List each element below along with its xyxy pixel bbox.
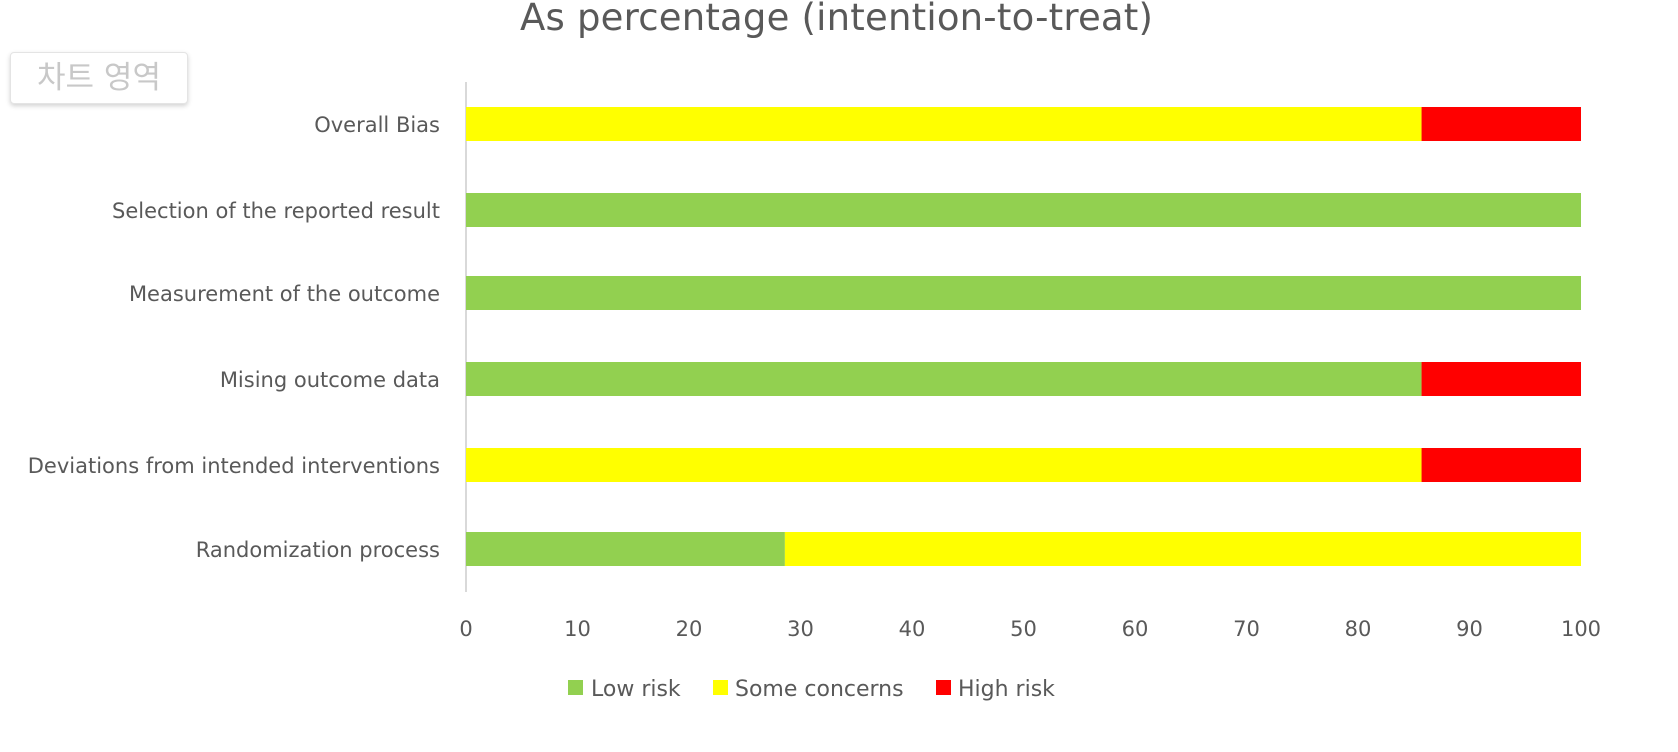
x-tick-label-70: 70 — [1233, 617, 1260, 641]
category-label-randomization-process: Randomization process — [196, 538, 440, 562]
x-tick-label-90: 90 — [1456, 617, 1483, 641]
bar-deviations-from-intended-interventions-high-risk — [1421, 448, 1581, 482]
category-label-mising-outcome-data: Mising outcome data — [220, 368, 440, 392]
legend-label-some-concerns: Some concerns — [735, 677, 904, 702]
bar-selection-of-the-reported-result-low-risk — [466, 193, 1581, 227]
legend-swatch-high-risk — [936, 680, 951, 695]
x-tick-label-30: 30 — [787, 617, 814, 641]
category-label-deviations-from-intended-interventions: Deviations from intended interventions — [28, 454, 440, 478]
x-tick-label-80: 80 — [1345, 617, 1372, 641]
legend-swatch-some-concerns — [713, 680, 728, 695]
bar-measurement-of-the-outcome-low-risk — [466, 276, 1581, 310]
chart-title: As percentage (intention-to-treat) — [520, 0, 1154, 39]
chart-area-tooltip: 차트 영역 — [10, 52, 188, 104]
bar-overall-bias-high-risk — [1421, 107, 1581, 141]
bar-deviations-from-intended-interventions-some-concerns — [466, 448, 1422, 482]
bar-randomization-process-low-risk — [466, 532, 785, 566]
legend-swatch-low-risk — [568, 680, 583, 695]
x-tick-label-40: 40 — [899, 617, 926, 641]
x-tick-label-60: 60 — [1122, 617, 1149, 641]
bar-mising-outcome-data-low-risk — [466, 362, 1422, 396]
legend-label-high-risk: High risk — [958, 677, 1055, 702]
x-tick-label-0: 0 — [459, 617, 472, 641]
x-tick-label-50: 50 — [1010, 617, 1037, 641]
category-label-measurement-of-the-outcome: Measurement of the outcome — [129, 282, 440, 306]
legend-label-low-risk: Low risk — [591, 677, 681, 702]
x-tick-label-20: 20 — [676, 617, 703, 641]
bar-overall-bias-some-concerns — [466, 107, 1422, 141]
bar-mising-outcome-data-high-risk — [1421, 362, 1581, 396]
category-label-overall-bias: Overall Bias — [314, 113, 440, 137]
x-tick-label-100: 100 — [1561, 617, 1601, 641]
bar-randomization-process-some-concerns — [784, 532, 1581, 566]
category-label-selection-of-the-reported-result: Selection of the reported result — [112, 199, 440, 223]
x-tick-label-10: 10 — [564, 617, 591, 641]
